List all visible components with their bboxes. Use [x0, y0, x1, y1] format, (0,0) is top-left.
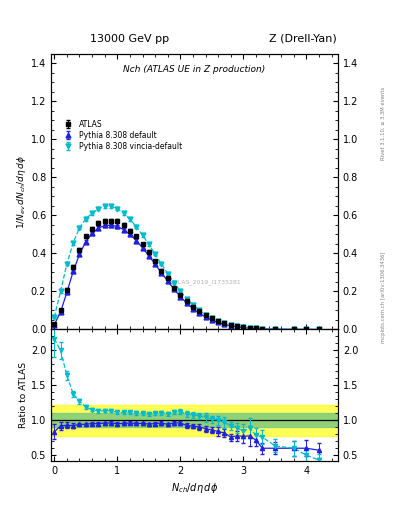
Text: 13000 GeV pp: 13000 GeV pp: [90, 33, 169, 44]
Text: mcplots.cern.ch [arXiv:1306.3436]: mcplots.cern.ch [arXiv:1306.3436]: [381, 251, 386, 343]
Text: Nch (ATLAS UE in Z production): Nch (ATLAS UE in Z production): [123, 65, 266, 74]
Bar: [51, 405, 338, 436]
Text: ATLAS_2019_I1735281: ATLAS_2019_I1735281: [171, 280, 241, 286]
Text: Z (Drell-Yan): Z (Drell-Yan): [269, 33, 336, 44]
Bar: [51, 413, 338, 428]
Y-axis label: Ratio to ATLAS: Ratio to ATLAS: [19, 362, 28, 428]
Text: Rivet 3.1.10, ≥ 3.3M events: Rivet 3.1.10, ≥ 3.3M events: [381, 86, 386, 160]
Legend: ATLAS, Pythia 8.308 default, Pythia 8.308 vincia-default: ATLAS, Pythia 8.308 default, Pythia 8.30…: [58, 118, 184, 152]
X-axis label: $N_{ch}/d\eta\,d\phi$: $N_{ch}/d\eta\,d\phi$: [171, 481, 218, 495]
Y-axis label: $1/N_{ev}\,dN_{ch}/d\eta\,d\phi$: $1/N_{ev}\,dN_{ch}/d\eta\,d\phi$: [15, 155, 28, 229]
